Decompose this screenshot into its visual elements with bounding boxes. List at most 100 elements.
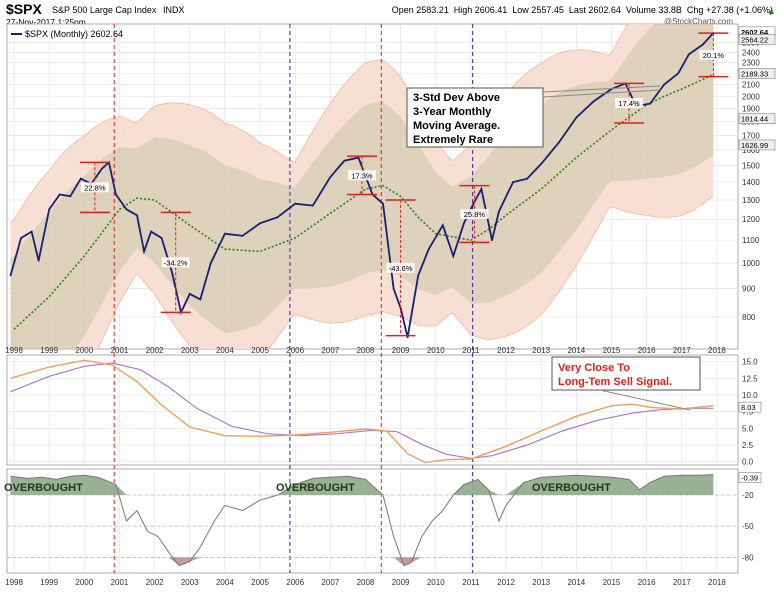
move-label-bg-6 <box>699 49 728 60</box>
price-point <box>241 234 244 237</box>
header-quote: Open 2583.21 High 2606.41 Low 2557.45 La… <box>392 5 773 15</box>
y-tick-label-price-800: 800 <box>742 313 756 322</box>
price-point <box>701 43 704 46</box>
oscillator-right-label-box <box>738 472 762 483</box>
price-point <box>58 193 61 196</box>
price-point <box>259 222 261 225</box>
price-right-label-4: 1626.99 <box>741 141 768 150</box>
overbought-label-3: OVERBOUGHT <box>532 482 611 494</box>
price-point <box>462 222 465 225</box>
price-point <box>48 208 51 211</box>
x-tick-label-mid-2005: 2005 <box>251 346 269 355</box>
outer-band-edge-lower <box>97 195 714 349</box>
x-tick-label-mid-2001: 2001 <box>111 346 129 355</box>
y-tick-label-price-1700: 1700 <box>742 131 760 140</box>
oversold-fill <box>10 557 714 566</box>
price-point <box>575 116 578 119</box>
price-point <box>30 230 33 233</box>
sell-signal-callout-line-2: Long-Tem Sell Signal. <box>558 376 672 388</box>
price-legend: $SPX (Monthly) 2602.64 <box>11 29 123 39</box>
x-tick-label-bottom-1998: 1998 <box>5 578 23 587</box>
price-point <box>357 156 360 159</box>
move-label-3: -43.6% <box>389 264 413 273</box>
oscillator-right-label: -0.39 <box>741 474 758 483</box>
price-point <box>100 167 103 170</box>
overbought-label-2: OVERBOUGHT <box>276 482 355 494</box>
std-dev-callout: 3-Std Dev Above 3-Year Monthly Moving Av… <box>406 85 661 148</box>
price-point <box>150 230 152 233</box>
price-point <box>69 195 72 198</box>
price-point <box>136 214 138 217</box>
header-symbol: $SPX <box>6 1 42 17</box>
price-right-label-2: 2189.33 <box>741 69 768 78</box>
price-point <box>20 237 22 239</box>
price-point <box>188 293 191 295</box>
x-tick-label-bottom-2011: 2011 <box>462 578 480 587</box>
y-tick-label-price-1900: 1900 <box>742 105 760 114</box>
x-tick-label-mid-2009: 2009 <box>392 346 410 355</box>
x-tick-label-mid-2010: 2010 <box>427 346 445 355</box>
x-tick-label-bottom-2009: 2009 <box>392 578 410 587</box>
price-point <box>512 181 514 184</box>
outer-band-upper <box>10 24 655 259</box>
y-tick-label-price-2100: 2100 <box>742 81 760 90</box>
price-point <box>687 53 690 56</box>
price-right-label-box-3 <box>738 113 776 124</box>
x-tick-label-bottom-2007: 2007 <box>321 578 339 587</box>
header-date: 27-Nov-2017 1:25pm <box>6 17 86 27</box>
x-tick-label-mid-2011: 2011 <box>462 346 480 355</box>
y-tick-label-price-1200: 1200 <box>742 215 760 224</box>
move-label-bg-3 <box>386 262 415 273</box>
y-tick-label-price-2400: 2400 <box>742 48 760 57</box>
x-tick-label-bottom-2010: 2010 <box>427 578 445 587</box>
x-tick-label-mid-2007: 2007 <box>321 346 339 355</box>
move-label-5: 17.4% <box>618 99 640 108</box>
y-tick-label-price-1400: 1400 <box>742 178 760 187</box>
price-point <box>343 159 346 162</box>
price-right-label-box-2 <box>738 68 776 79</box>
std-dev-callout-line-4: Extremely Rare <box>413 134 493 146</box>
y-tick-label-ind-10.0: 10.0 <box>742 391 758 400</box>
indicator-series-group <box>10 359 714 464</box>
header-name: S&P 500 Large Cap Index INDX <box>52 5 184 15</box>
price-point <box>491 239 493 242</box>
sell-signal-callout-pointer <box>599 389 691 411</box>
price-point <box>480 188 483 191</box>
move-label-0: 22.8% <box>84 183 106 192</box>
move-label-2: 17.3% <box>351 171 373 180</box>
price-right-label-box-4 <box>738 139 776 151</box>
price-point <box>649 102 652 105</box>
indicator-fast-line <box>10 359 714 464</box>
price-point <box>540 163 543 165</box>
std-dev-callout-pointer <box>542 85 661 93</box>
x-tick-label-bottom-1999: 1999 <box>40 578 58 587</box>
y-tick-label-osc--50: -50 <box>742 522 754 531</box>
y-tick-label-ind-15.0: 15.0 <box>742 358 758 367</box>
price-point <box>311 204 314 207</box>
annotation-layer: 22.8% -34.2% 17.3% -43.6% 25.8% 17.4% 20.1% <box>79 32 729 337</box>
x-tick-label-mid-2014: 2014 <box>567 346 585 355</box>
x-tick-label-mid-2004: 2004 <box>216 346 234 355</box>
y-tick-label-price-1100: 1100 <box>742 236 760 245</box>
move-label-bg-1 <box>161 257 190 268</box>
price-point <box>209 262 212 265</box>
y-tick-label-ind-5.0: 5.0 <box>742 424 754 433</box>
y-tick-label-price-1000: 1000 <box>742 259 760 268</box>
x-tick-label-mid-1998: 1998 <box>5 346 23 355</box>
price-point <box>593 100 595 103</box>
sell-signal-callout-line-1: Very Close To <box>558 362 630 374</box>
x-tick-label-bottom-2016: 2016 <box>638 578 656 587</box>
move-label-bg-4 <box>460 208 489 219</box>
std-dev-callout-box <box>406 87 544 148</box>
price-point <box>79 177 82 180</box>
move-label-bg-0 <box>80 182 109 193</box>
x-tick-label-bottom-2012: 2012 <box>497 578 515 587</box>
x-tick-label-mid-2017: 2017 <box>673 346 691 355</box>
axes-layer: 1998 1998 1999 1999 2000 2000 2001 2001 2002 2002… <box>5 26 776 587</box>
price-point <box>452 255 455 257</box>
x-tick-label-mid-2002: 2002 <box>146 346 164 355</box>
x-tick-label-bottom-2018: 2018 <box>708 578 726 587</box>
x-tick-label-bottom-2013: 2013 <box>532 578 550 587</box>
watermark: @StockCharts.com <box>664 17 733 26</box>
